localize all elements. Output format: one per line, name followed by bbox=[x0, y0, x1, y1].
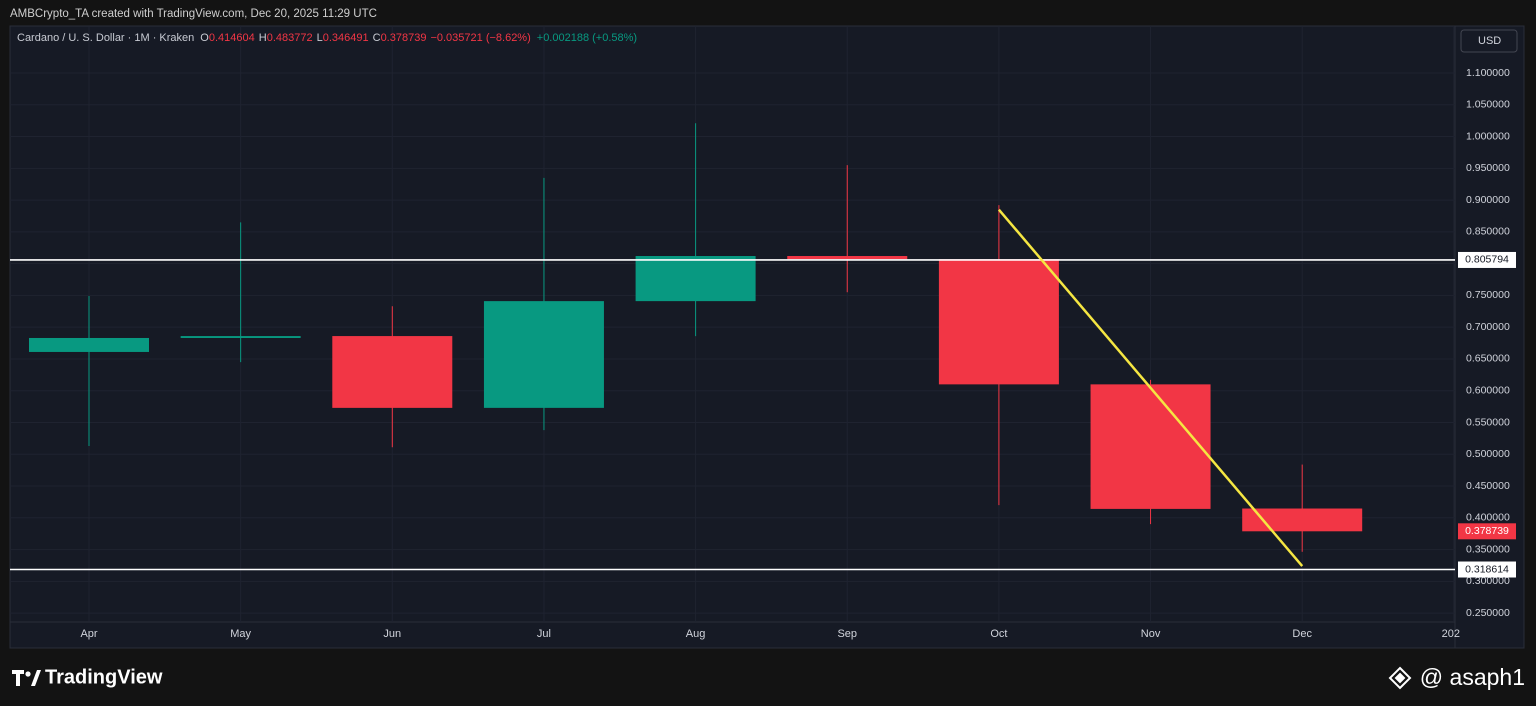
candle-body bbox=[938, 259, 1059, 385]
candle-body bbox=[1242, 508, 1363, 532]
x-axis: Apr May Jun Jul Aug Sep Oct Nov Dec 2026 bbox=[80, 628, 1466, 640]
legend-value: 0.378739 bbox=[380, 32, 427, 44]
y-tick-label: 0.250000 bbox=[1466, 607, 1510, 619]
legend-value: 0.346491 bbox=[322, 32, 369, 44]
watermark-logo bbox=[12, 670, 41, 686]
horizontal-line-label: 0.318614 bbox=[1465, 563, 1509, 575]
grid bbox=[10, 26, 1455, 622]
legend-letter: H bbox=[258, 32, 267, 44]
x-tick-label: 2026 bbox=[1442, 628, 1466, 640]
x-tick-label: Oct bbox=[990, 628, 1007, 640]
horizontal-line-label-bg bbox=[1458, 251, 1516, 268]
legend-value: 0.414604 bbox=[208, 32, 255, 44]
y-tick-label: 1.100000 bbox=[1466, 67, 1510, 79]
horizontal-line-label: 0.805794 bbox=[1465, 254, 1509, 266]
x-tick-label: Nov bbox=[1141, 628, 1161, 640]
y-tick-label: 0.500000 bbox=[1466, 448, 1510, 460]
legend-letter: C bbox=[372, 32, 381, 44]
legend-letter: O bbox=[200, 32, 209, 44]
trendline bbox=[997, 208, 1304, 567]
legend-change: −0.035721 (−8.62%) bbox=[430, 32, 531, 44]
candle-body bbox=[787, 256, 908, 260]
y-tick-label: 0.950000 bbox=[1466, 162, 1510, 174]
y-tick-label: 0.700000 bbox=[1466, 321, 1510, 333]
x-tick-label: Sep bbox=[837, 628, 857, 640]
legend-change-2: +0.002188 (+0.58%) bbox=[536, 32, 638, 44]
last-price-label: 0.378739 bbox=[1465, 525, 1509, 537]
y-tick-label: 1.050000 bbox=[1466, 99, 1510, 111]
y-tick-label: 0.350000 bbox=[1466, 543, 1510, 555]
legend: Cardano / U. S. Dollar · 1M · Kraken O0.4… bbox=[17, 32, 637, 44]
credit: @ asaph1 bbox=[1420, 664, 1525, 690]
legend-letter: L bbox=[316, 32, 323, 44]
candle-body bbox=[180, 336, 301, 338]
x-tick-label: Jun bbox=[383, 628, 401, 640]
y-tick-label: 0.900000 bbox=[1466, 194, 1510, 206]
y-tick-label: 0.750000 bbox=[1466, 289, 1510, 301]
currency-button[interactable] bbox=[1460, 29, 1518, 53]
legend-value: 0.483772 bbox=[266, 32, 313, 44]
y-tick-label: 1.000000 bbox=[1466, 130, 1510, 142]
header: AMBCrypto_TA created with TradingView.co… bbox=[10, 8, 377, 20]
x-tick-label: Dec bbox=[1292, 628, 1312, 640]
legend-symbol: Cardano / U. S. Dollar · 1M · Kraken bbox=[17, 32, 195, 44]
y-tick-label: 0.850000 bbox=[1466, 226, 1510, 238]
y-tick-label: 0.550000 bbox=[1466, 416, 1510, 428]
currency-label[interactable]: USD bbox=[1478, 35, 1501, 47]
overlay: 0.250000 0.300000 0.350000 0.400000 0.450000… bbox=[10, 67, 1516, 619]
y-tick-label: 0.300000 bbox=[1466, 575, 1510, 587]
credit-icon bbox=[1388, 666, 1412, 690]
x-tick-label: Apr bbox=[80, 628, 97, 640]
x-tick-label: May bbox=[230, 628, 251, 640]
candle-body bbox=[332, 336, 453, 408]
x-tick-label: Jul bbox=[537, 628, 551, 640]
x-tick-label: Aug bbox=[686, 628, 706, 640]
candle-body bbox=[1090, 384, 1211, 509]
candle-body bbox=[483, 301, 604, 408]
candles bbox=[29, 123, 1363, 552]
y-tick-label: 0.400000 bbox=[1466, 512, 1510, 524]
candle-body bbox=[29, 337, 149, 352]
last-price-label-bg bbox=[1458, 523, 1516, 540]
candle-body bbox=[635, 256, 756, 302]
y-tick-label: 0.650000 bbox=[1466, 353, 1510, 365]
watermark: TradingView bbox=[45, 666, 163, 688]
y-tick-label: 0.450000 bbox=[1466, 480, 1510, 492]
horizontal-line-label-bg bbox=[1458, 561, 1516, 578]
y-tick-label: 0.600000 bbox=[1466, 384, 1510, 396]
